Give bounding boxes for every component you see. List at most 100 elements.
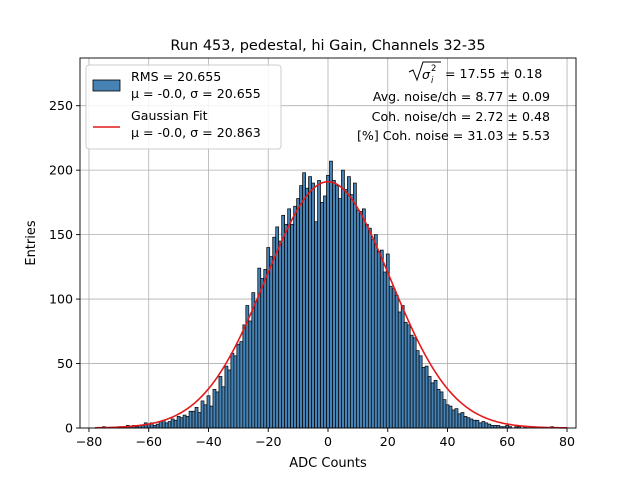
legend-box	[85, 64, 282, 150]
histogram-bar	[233, 355, 238, 429]
histogram-bar	[227, 369, 232, 429]
y-axis-label: Entries	[24, 220, 39, 266]
histogram-bar	[260, 278, 265, 429]
avg-noise-per-channel: Avg. noise/ch = 8.77 ± 0.09	[373, 89, 550, 104]
x-tick-label: −20	[255, 434, 282, 449]
histogram-bar	[311, 182, 315, 429]
histogram-bar	[469, 418, 474, 429]
histogram-bar	[176, 416, 181, 429]
histogram-bar	[287, 208, 292, 429]
histogram-bar	[299, 185, 303, 429]
histogram-bar	[197, 412, 202, 429]
sqrt-sigma-sub: i	[431, 76, 434, 86]
histogram-bar	[320, 202, 324, 429]
histogram-bar	[424, 365, 429, 429]
histogram-bar	[284, 223, 289, 429]
histogram-bar	[224, 365, 229, 429]
histogram-bar	[182, 414, 187, 429]
x-tick-label: 80	[559, 434, 575, 449]
legend-histogram-swatch	[92, 79, 121, 92]
coherent-noise-percent: [%] Coh. noise = 31.03 ± 5.53	[357, 128, 550, 143]
histogram-bar	[212, 388, 217, 429]
y-tick-label: 50	[57, 356, 73, 371]
x-tick-label: 60	[499, 434, 515, 449]
histogram-bar	[394, 294, 399, 429]
histogram-bar	[215, 391, 220, 429]
histogram-bar	[442, 399, 447, 429]
y-tick-label: 200	[49, 163, 73, 178]
histogram-bar	[191, 410, 196, 429]
histogram-bar	[158, 421, 163, 429]
histogram-bar	[451, 409, 456, 429]
histogram-bar	[421, 367, 426, 429]
histogram-bar	[218, 376, 223, 429]
histogram-bar	[290, 223, 294, 429]
sqrt-sigma-sup: 2	[431, 64, 436, 74]
histogram-bar	[478, 422, 483, 429]
histogram-bar	[367, 227, 372, 429]
histogram-bar	[439, 391, 444, 429]
histogram-bar	[164, 422, 169, 429]
histogram-bar	[332, 180, 336, 429]
histogram-bar	[347, 176, 351, 429]
histogram-bar	[466, 417, 471, 429]
histogram-bar	[388, 285, 393, 429]
histogram-bar	[314, 221, 318, 429]
x-tick-label: 40	[440, 434, 456, 449]
legend-entry-fit: Gaussian Fit	[131, 108, 208, 123]
gaussian-fit-line	[94, 180, 568, 429]
histogram-bar	[460, 412, 465, 429]
histogram-bar	[323, 195, 327, 429]
histogram-bar	[433, 379, 438, 429]
histogram-bar	[484, 422, 489, 429]
histogram-bar	[281, 214, 286, 429]
histogram-bar	[329, 160, 333, 429]
histogram-bar	[263, 269, 268, 429]
histogram-bar	[188, 410, 193, 429]
histogram-bar	[302, 172, 306, 429]
x-tick-label: 20	[380, 434, 396, 449]
histogram-bar	[445, 404, 450, 429]
histogram-bar	[269, 256, 274, 429]
y-tick-label: 150	[49, 227, 73, 242]
histogram-bar	[167, 421, 172, 429]
histogram-bar	[353, 182, 357, 429]
histogram-bar	[430, 382, 435, 429]
histogram-bar	[326, 174, 330, 429]
histogram-bar	[251, 292, 256, 429]
legend-entry-rms-stats: μ = -0.0, σ = 20.655	[131, 86, 261, 101]
histogram-bar	[403, 321, 408, 429]
histogram-bar	[448, 405, 453, 429]
legend: RMS = 20.655 μ = -0.0, σ = 20.655 Gaussi…	[85, 64, 282, 150]
sqrt-noise-value: = 17.55 ± 0.18	[441, 66, 542, 81]
histogram-bar	[391, 288, 396, 429]
histogram-bar	[364, 223, 369, 429]
histogram-bar	[170, 418, 175, 429]
histogram-bar	[278, 240, 283, 429]
y-tick-label: 0	[65, 421, 73, 436]
histogram-bar	[436, 388, 441, 429]
histogram-bar	[221, 386, 226, 429]
histogram-bar	[317, 180, 321, 429]
coherent-noise-per-channel: Coh. noise/ch = 2.72 ± 0.48	[372, 109, 550, 124]
histogram-bar	[463, 416, 468, 429]
y-tick-label: 100	[49, 292, 73, 307]
histogram-bar	[239, 341, 244, 429]
histogram-bar	[376, 251, 381, 429]
histogram-bar	[248, 320, 253, 429]
histogram-bar	[293, 205, 297, 429]
histogram-bar	[359, 211, 363, 429]
legend-entry-fit-stats: μ = -0.0, σ = 20.863	[131, 125, 261, 140]
histogram-bar	[379, 249, 384, 429]
histogram-bar	[418, 355, 423, 429]
sqrt-sigma: σ	[422, 67, 431, 82]
x-axis-ticks: −80 −60 −40 −20 0 20 40 60 80	[76, 428, 575, 449]
histogram-bar	[338, 198, 342, 429]
histogram-bar	[415, 350, 420, 429]
histogram-bar	[344, 189, 348, 429]
histogram-bar	[254, 301, 259, 429]
histogram-bar	[179, 417, 184, 429]
histogram-bar	[385, 253, 390, 429]
histogram-bar	[487, 423, 492, 429]
